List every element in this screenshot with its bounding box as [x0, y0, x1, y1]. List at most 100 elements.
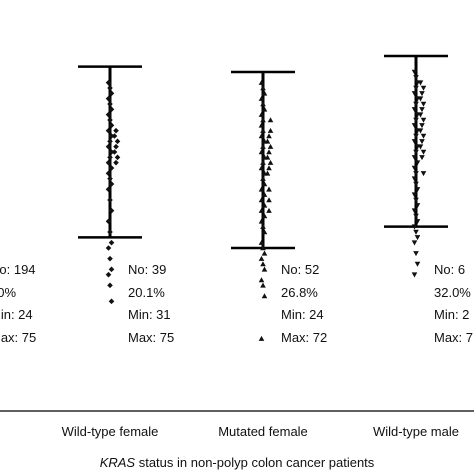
- data-point: [258, 255, 265, 261]
- data-point: [267, 159, 274, 165]
- data-point: [105, 218, 112, 225]
- data-point: [413, 229, 419, 235]
- data-point: [107, 197, 113, 203]
- data-point: [420, 133, 427, 139]
- data-point: [258, 186, 265, 192]
- data-point: [264, 170, 271, 176]
- data-point: [111, 133, 118, 139]
- stat-n: No: 39: [128, 262, 166, 277]
- data-point: [411, 91, 418, 97]
- data-point: [414, 261, 421, 267]
- data-point: [411, 155, 418, 161]
- data-point: [260, 117, 266, 123]
- stat-min: Min: 31: [128, 307, 171, 322]
- data-point: [107, 255, 113, 262]
- data-point: [108, 149, 115, 155]
- data-point: [411, 224, 418, 230]
- data-point: [258, 133, 265, 139]
- data-point: [413, 117, 419, 123]
- data-point: [105, 95, 112, 102]
- data-point: [419, 139, 425, 145]
- data-point: [258, 207, 265, 213]
- data-point: [419, 123, 425, 129]
- stat-max: Max: 75: [128, 330, 174, 345]
- data-point: [411, 69, 418, 75]
- data-point: [411, 165, 418, 171]
- category-label: Mutated female: [218, 424, 308, 439]
- data-point: [414, 203, 421, 209]
- data-point: [258, 277, 265, 283]
- data-point: [413, 85, 419, 91]
- data-point: [260, 261, 266, 267]
- data-point: [411, 208, 418, 214]
- data-point: [417, 80, 424, 86]
- data-point: [411, 192, 418, 198]
- data-point: [413, 197, 419, 203]
- data-point: [266, 149, 272, 155]
- data-point: [261, 266, 268, 272]
- data-point: [414, 160, 421, 166]
- data-point: [261, 293, 268, 299]
- data-point: [417, 112, 424, 118]
- data-point: [258, 149, 265, 155]
- data-point: [108, 165, 115, 171]
- data-point: [105, 127, 112, 134]
- data-point: [420, 171, 427, 177]
- data-point: [107, 154, 113, 161]
- data-point: [108, 106, 115, 113]
- data-point: [264, 154, 271, 160]
- data-point: [258, 79, 265, 85]
- data-point: [414, 235, 421, 241]
- data-point: [260, 85, 266, 91]
- data-point: [105, 186, 112, 193]
- data-point: [420, 117, 427, 123]
- data-point: [413, 75, 419, 81]
- stat-pct: 26.8%: [281, 285, 318, 300]
- x-axis-label: KRAS status in non-polyp colon cancer pa…: [100, 455, 375, 470]
- data-point: [417, 144, 424, 150]
- x-axis-label-italic: KRAS: [100, 455, 136, 470]
- data-point: [258, 165, 265, 171]
- data-point: [107, 175, 113, 182]
- data-point: [108, 298, 115, 305]
- data-point: [258, 122, 265, 128]
- stat-n: No: 52: [281, 262, 319, 277]
- data-point: [105, 271, 112, 278]
- data-point: [261, 229, 268, 235]
- data-point: [113, 159, 119, 166]
- data-point: [411, 107, 418, 113]
- data-point: [264, 138, 271, 144]
- stat-max: Max: 75: [0, 330, 36, 345]
- stat-max: Max: 72: [281, 330, 327, 345]
- data-point: [419, 91, 425, 97]
- data-point: [260, 159, 266, 165]
- data-point: [420, 149, 427, 155]
- data-point: [107, 101, 113, 107]
- data-point: [258, 335, 265, 341]
- data-point: [105, 143, 112, 150]
- data-point: [267, 143, 274, 149]
- data-point: [411, 240, 418, 246]
- data-point: [413, 171, 419, 177]
- data-point: [261, 106, 268, 112]
- data-point: [105, 170, 112, 177]
- data-point: [108, 266, 115, 273]
- stat-min: Min: 2: [434, 307, 469, 322]
- data-point: [261, 90, 268, 96]
- data-point: [260, 143, 266, 149]
- stat-n: No: 6: [434, 262, 465, 277]
- data-point: [107, 138, 113, 145]
- stat-max: Max: 7: [434, 330, 473, 345]
- data-point: [419, 155, 425, 161]
- stat-pct: 00%: [0, 285, 16, 300]
- data-point: [258, 218, 265, 224]
- data-point: [261, 202, 268, 208]
- data-point: [266, 207, 272, 213]
- stat-min: Min: 24: [281, 307, 324, 322]
- data-point: [258, 197, 265, 203]
- data-point: [414, 219, 421, 225]
- data-point: [419, 107, 425, 113]
- data-point: [266, 186, 272, 192]
- data-point: [266, 197, 272, 203]
- data-point: [105, 79, 112, 86]
